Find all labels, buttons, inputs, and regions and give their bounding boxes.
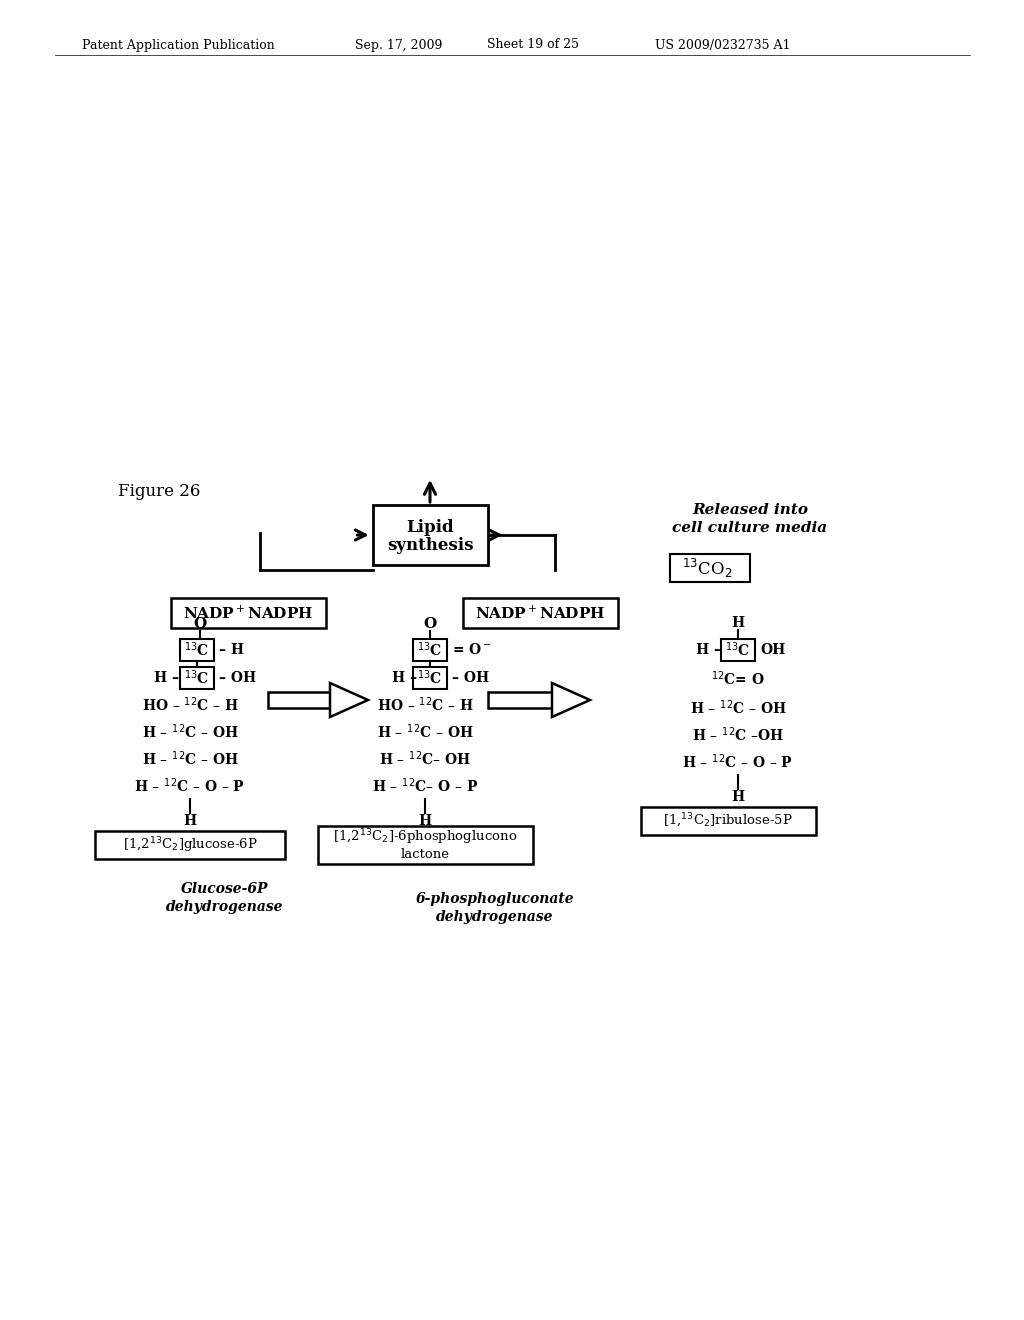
Text: US 2009/0232735 A1: US 2009/0232735 A1	[655, 38, 791, 51]
Text: OH: OH	[760, 643, 785, 657]
Text: H – $^{12}$C – O – P: H – $^{12}$C – O – P	[134, 776, 246, 795]
Text: synthesis: synthesis	[387, 536, 473, 553]
Text: dehydrogenase: dehydrogenase	[436, 909, 554, 924]
Bar	[180, 667, 214, 689]
Text: Glucose-6P: Glucose-6P	[181, 882, 268, 896]
Text: HO – $^{12}$C – H: HO – $^{12}$C – H	[377, 696, 473, 714]
Text: dehydrogenase: dehydrogenase	[166, 900, 284, 913]
Polygon shape	[330, 682, 368, 717]
Text: NADP$^+$NADPH: NADP$^+$NADPH	[475, 605, 605, 622]
Text: H – $^{12}$C – OH: H – $^{12}$C – OH	[689, 698, 786, 717]
Text: [1,2$^{13}$C$_2$]glucose-6P: [1,2$^{13}$C$_2$]glucose-6P	[123, 836, 257, 855]
Text: Sheet 19 of 25: Sheet 19 of 25	[487, 38, 579, 51]
Bar	[95, 832, 285, 859]
Bar	[180, 639, 214, 661]
Text: lactone: lactone	[400, 849, 450, 862]
Bar	[640, 807, 815, 836]
Text: Patent Application Publication: Patent Application Publication	[82, 38, 274, 51]
Text: H –: H –	[392, 671, 418, 685]
Bar	[317, 826, 532, 865]
Text: [1,$^{13}$C$_2$]ribulose-5P: [1,$^{13}$C$_2$]ribulose-5P	[664, 812, 793, 830]
Text: H –: H –	[695, 643, 721, 657]
Text: H – $^{12}$C – OH: H – $^{12}$C – OH	[377, 723, 473, 742]
Text: $^{12}$C= O: $^{12}$C= O	[711, 669, 765, 688]
Bar	[373, 506, 487, 565]
Text: Figure 26: Figure 26	[118, 483, 201, 500]
Text: HO – $^{12}$C – H: HO – $^{12}$C – H	[141, 696, 239, 714]
Text: Sep. 17, 2009: Sep. 17, 2009	[355, 38, 442, 51]
Text: $^{13}$C: $^{13}$C	[725, 640, 751, 659]
Bar	[488, 692, 552, 708]
Text: $^{13}$C: $^{13}$C	[418, 640, 442, 659]
Text: – OH: – OH	[452, 671, 489, 685]
Text: $^{13}$C: $^{13}$C	[184, 640, 210, 659]
Text: $^{13}$C: $^{13}$C	[418, 669, 442, 688]
Text: H – $^{12}$C – OH: H – $^{12}$C – OH	[141, 750, 239, 768]
Text: = O$^-$: = O$^-$	[452, 643, 492, 657]
Bar	[171, 598, 326, 628]
Text: H: H	[183, 814, 197, 828]
Bar	[721, 639, 755, 661]
Text: Lipid: Lipid	[407, 519, 454, 536]
Text: 6-phosphogluconate: 6-phosphogluconate	[416, 892, 574, 906]
Text: H – $^{12}$C – O – P: H – $^{12}$C – O – P	[682, 752, 794, 771]
Polygon shape	[552, 682, 590, 717]
Text: H: H	[731, 789, 744, 804]
Bar	[268, 692, 330, 708]
Text: H – $^{12}$C –OH: H – $^{12}$C –OH	[692, 726, 784, 744]
Text: H: H	[419, 814, 431, 828]
Text: O: O	[423, 616, 436, 631]
Text: $^{13}$CO$_2$: $^{13}$CO$_2$	[682, 557, 732, 579]
Bar	[670, 554, 750, 582]
Bar	[463, 598, 617, 628]
Text: cell culture media: cell culture media	[673, 521, 827, 535]
Text: – H: – H	[219, 643, 244, 657]
Bar	[413, 667, 447, 689]
Text: H –: H –	[155, 671, 179, 685]
Text: H: H	[731, 616, 744, 630]
Text: H – $^{12}$C – OH: H – $^{12}$C – OH	[141, 723, 239, 742]
Text: H – $^{12}$C– OH: H – $^{12}$C– OH	[379, 750, 471, 768]
Text: O: O	[194, 616, 207, 631]
Text: NADP$^+$NADPH: NADP$^+$NADPH	[183, 605, 313, 622]
Text: $^{13}$C: $^{13}$C	[184, 669, 210, 688]
Text: H – $^{12}$C– O – P: H – $^{12}$C– O – P	[372, 776, 478, 795]
Text: Released into: Released into	[692, 503, 808, 517]
Bar	[413, 639, 447, 661]
Text: [1,2$^{13}$C$_2$]-6phosphoglucono: [1,2$^{13}$C$_2$]-6phosphoglucono	[333, 828, 517, 847]
Text: – OH: – OH	[219, 671, 256, 685]
